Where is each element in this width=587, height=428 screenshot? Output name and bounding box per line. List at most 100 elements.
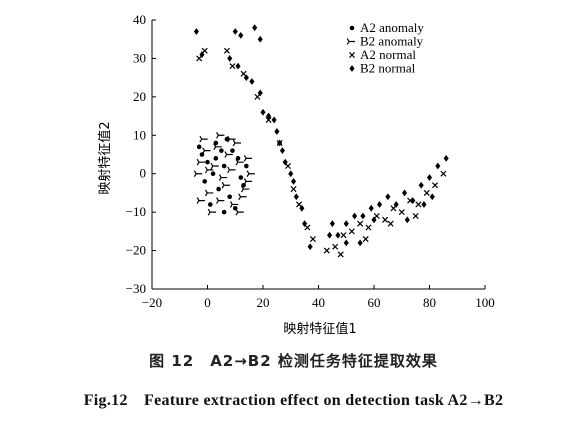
data-point bbox=[265, 116, 272, 123]
data-point bbox=[277, 139, 283, 147]
data-point bbox=[398, 209, 405, 216]
data-point bbox=[373, 212, 380, 220]
data-point bbox=[401, 189, 408, 197]
data-point bbox=[238, 31, 244, 39]
y-tick-label: 20 bbox=[133, 89, 146, 104]
data-point bbox=[357, 220, 364, 227]
data-point bbox=[213, 143, 222, 151]
data-point bbox=[196, 55, 203, 62]
data-point bbox=[290, 186, 297, 193]
legend-marker bbox=[349, 25, 355, 31]
data-point bbox=[199, 135, 208, 143]
data-point bbox=[357, 239, 363, 247]
data-point bbox=[393, 201, 399, 208]
x-tick-label: 100 bbox=[475, 295, 495, 310]
data-point bbox=[302, 220, 308, 228]
data-point bbox=[243, 155, 253, 162]
data-point bbox=[385, 193, 391, 201]
data-point bbox=[252, 24, 258, 32]
y-axis-label: 映射特征值2 bbox=[97, 121, 113, 194]
data-point bbox=[241, 185, 250, 193]
data-point bbox=[227, 166, 236, 174]
data-point bbox=[360, 212, 366, 220]
data-point bbox=[340, 232, 347, 239]
data-point bbox=[415, 201, 422, 208]
legend-marker bbox=[349, 65, 355, 72]
data-point bbox=[382, 216, 389, 223]
data-point bbox=[229, 201, 239, 208]
data-point bbox=[410, 197, 416, 205]
data-point bbox=[196, 144, 202, 150]
data-point bbox=[426, 174, 433, 181]
data-point bbox=[193, 28, 199, 35]
data-point bbox=[282, 158, 288, 166]
data-point bbox=[249, 78, 255, 85]
data-point bbox=[204, 166, 214, 174]
data-point bbox=[213, 156, 219, 161]
legend-marker bbox=[348, 51, 356, 59]
data-point bbox=[362, 236, 369, 243]
data-point bbox=[327, 231, 333, 239]
data-point bbox=[210, 171, 216, 177]
data-point bbox=[235, 208, 244, 216]
data-point bbox=[343, 220, 349, 228]
data-point bbox=[260, 108, 266, 116]
legend-entry: A2 normal bbox=[360, 47, 416, 62]
data-point bbox=[227, 135, 236, 143]
data-point bbox=[227, 194, 232, 200]
data-point bbox=[377, 201, 383, 208]
data-point bbox=[201, 47, 208, 54]
data-point bbox=[223, 47, 230, 54]
data-point bbox=[235, 158, 244, 166]
data-point bbox=[196, 197, 205, 204]
x-tick-label: 40 bbox=[312, 295, 325, 310]
data-point bbox=[204, 189, 214, 197]
data-point bbox=[246, 170, 255, 178]
legend-entry: B2 normal bbox=[360, 61, 416, 76]
legend-entry: A2 anomaly bbox=[360, 20, 424, 35]
data-point bbox=[390, 205, 397, 212]
data-point bbox=[323, 247, 330, 254]
data-point bbox=[227, 55, 233, 62]
data-point bbox=[221, 181, 230, 189]
data-point bbox=[216, 131, 225, 139]
series-b2-normal bbox=[193, 24, 449, 251]
data-point bbox=[230, 148, 235, 153]
data-point bbox=[404, 216, 410, 224]
data-point bbox=[418, 181, 424, 189]
figure-caption-chinese: 图 12 A2→B2 检测任务特征提取效果 bbox=[149, 352, 438, 370]
x-tick-label: 60 bbox=[368, 295, 381, 310]
data-point bbox=[240, 70, 247, 77]
data-point bbox=[332, 243, 339, 250]
y-tick-label: 30 bbox=[133, 50, 146, 65]
data-point bbox=[199, 51, 205, 58]
data-point bbox=[271, 116, 277, 124]
data-point bbox=[254, 93, 261, 100]
data-point bbox=[432, 182, 439, 189]
data-points bbox=[193, 24, 449, 258]
data-point bbox=[216, 186, 221, 192]
series-b2-anomaly bbox=[193, 131, 255, 216]
data-point bbox=[352, 212, 358, 220]
y-tick-label: −10 bbox=[126, 204, 146, 219]
data-point bbox=[435, 162, 441, 170]
data-point bbox=[244, 163, 249, 169]
figure-caption-english: Fig.12 Feature extraction effect on dete… bbox=[83, 392, 504, 409]
data-point bbox=[257, 89, 263, 97]
data-point bbox=[309, 236, 316, 243]
data-point bbox=[243, 178, 253, 185]
series-a2-anomaly bbox=[196, 136, 249, 215]
data-point bbox=[421, 201, 427, 208]
data-point bbox=[207, 202, 213, 207]
series-a2-normal bbox=[196, 47, 447, 258]
data-point bbox=[443, 154, 449, 162]
data-point bbox=[296, 201, 303, 208]
legend-marker bbox=[346, 38, 355, 45]
data-point bbox=[266, 112, 272, 120]
x-axis-ticks: −20 0 20 40 60 80 100 bbox=[142, 285, 495, 310]
data-point bbox=[299, 204, 305, 212]
x-tick-label: 0 bbox=[204, 295, 211, 310]
data-point bbox=[196, 158, 205, 166]
